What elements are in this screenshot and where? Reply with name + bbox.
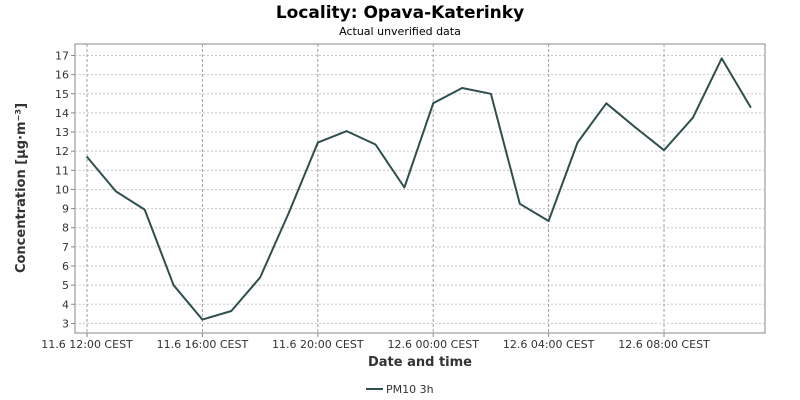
chart-subtitle: Actual unverified data [339,25,461,38]
y-tick-label: 3 [62,317,69,330]
legend: PM10 3h [366,383,434,396]
data-point [692,116,694,119]
data-point [201,318,204,321]
data-point [547,220,550,222]
x-gridlines [86,44,665,333]
y-tick-labels: 3 4 5 6 7 8 9 10 11 12 13 14 15 16 17 [55,49,75,330]
y-axis-label: Concentration [µg·m⁻³] [14,103,29,273]
data-point [605,102,608,105]
x-axis-label: Date and time [368,355,472,370]
y-gridlines [75,54,765,324]
data-point [86,156,88,158]
data-point [519,203,521,205]
data-point [720,57,723,60]
data-point [432,102,435,105]
data-point [749,106,752,108]
x-tick-label: 11.6 12:00 CEST [41,338,133,351]
x-tick-label: 12.6 08:00 CEST [618,338,710,351]
data-point [172,284,175,287]
y-tick-label: 6 [62,260,69,273]
y-tick-label: 15 [55,88,69,101]
data-point [143,208,146,211]
x-tick-label: 12.6 00:00 CEST [387,338,479,351]
y-tick-label: 13 [55,126,69,139]
data-point [230,310,233,312]
data-point [374,143,377,146]
x-tick-label: 11.6 16:00 CEST [157,338,249,351]
data-point [403,186,406,189]
y-tick-label: 7 [62,241,69,254]
y-tick-label: 10 [55,183,69,196]
y-tick-label: 4 [62,298,69,311]
data-point [288,211,290,214]
y-tick-label: 12 [55,145,69,158]
data-point [634,126,636,129]
data-point [461,87,463,89]
data-point [576,141,579,144]
y-tick-label: 14 [55,107,69,120]
data-point [345,130,348,132]
data-point [115,190,117,193]
y-tick-label: 9 [62,203,69,216]
series-line [86,57,752,321]
data-point [317,141,319,144]
y-tick-label: 16 [55,69,69,82]
y-tick-label: 5 [62,279,69,292]
y-tick-label: 8 [62,222,69,235]
legend-label: PM10 3h [386,383,434,396]
data-point [490,93,492,95]
data-point [663,149,665,151]
chart-title: Locality: Opava-Katerinky [276,3,524,23]
data-point [259,276,261,279]
x-tick-label: 11.6 20:00 CEST [272,338,364,351]
series-layer [86,57,752,321]
y-tick-label: 17 [55,49,69,62]
y-tick-label: 11 [55,164,69,177]
x-tick-labels: 11.6 12:00 CEST 11.6 16:00 CEST 11.6 20:00… [41,333,710,351]
x-tick-label: 12.6 04:00 CEST [503,338,595,351]
